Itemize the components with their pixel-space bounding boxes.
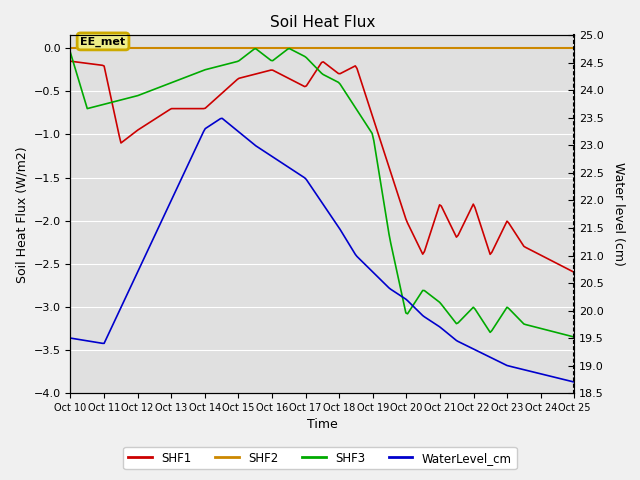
SHF3 bbox=[68, 55, 76, 61]
WaterLevel_cm bbox=[218, 115, 226, 121]
SHF2 bbox=[367, 46, 374, 51]
SHF3 bbox=[525, 323, 532, 328]
SHF3 bbox=[367, 128, 374, 134]
SHF1 bbox=[67, 58, 74, 64]
SHF3 bbox=[377, 180, 385, 185]
Line: SHF3: SHF3 bbox=[70, 48, 575, 337]
SHF3 bbox=[368, 131, 376, 136]
WaterLevel_cm bbox=[67, 335, 74, 341]
SHF1 bbox=[367, 107, 374, 113]
SHF2 bbox=[365, 46, 372, 51]
SHF3 bbox=[67, 50, 74, 56]
WaterLevel_cm bbox=[493, 358, 500, 363]
SHF1 bbox=[524, 245, 531, 251]
WaterLevel_cm bbox=[367, 267, 374, 273]
SHF3 bbox=[285, 46, 293, 51]
SHF2 bbox=[571, 46, 579, 51]
Y-axis label: Water level (cm): Water level (cm) bbox=[612, 162, 625, 266]
Legend: SHF1, SHF2, SHF3, WaterLevel_cm: SHF1, SHF2, SHF3, WaterLevel_cm bbox=[124, 447, 516, 469]
WaterLevel_cm bbox=[571, 379, 579, 385]
SHF1 bbox=[68, 59, 76, 64]
SHF2 bbox=[67, 46, 74, 51]
SHF2 bbox=[375, 46, 383, 51]
WaterLevel_cm bbox=[68, 336, 76, 341]
WaterLevel_cm bbox=[377, 277, 385, 283]
WaterLevel_cm bbox=[525, 368, 532, 374]
SHF2 bbox=[492, 46, 499, 51]
Text: EE_met: EE_met bbox=[81, 36, 125, 47]
WaterLevel_cm bbox=[368, 268, 376, 274]
SHF1 bbox=[375, 133, 383, 139]
SHF3 bbox=[493, 320, 500, 326]
SHF1 bbox=[492, 242, 499, 248]
Line: SHF1: SHF1 bbox=[70, 61, 575, 273]
SHF1 bbox=[365, 102, 372, 108]
Line: WaterLevel_cm: WaterLevel_cm bbox=[70, 118, 575, 382]
Y-axis label: Soil Heat Flux (W/m2): Soil Heat Flux (W/m2) bbox=[15, 146, 28, 283]
SHF2 bbox=[524, 46, 531, 51]
Title: Soil Heat Flux: Soil Heat Flux bbox=[269, 15, 375, 30]
SHF1 bbox=[571, 270, 579, 276]
SHF3 bbox=[571, 334, 579, 340]
X-axis label: Time: Time bbox=[307, 419, 338, 432]
SHF2 bbox=[68, 46, 76, 51]
